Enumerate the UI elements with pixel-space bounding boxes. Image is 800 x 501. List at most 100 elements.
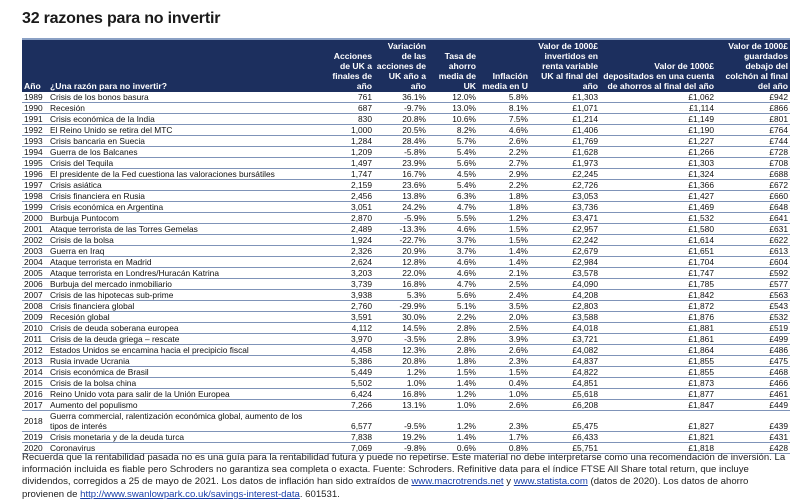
cell-savings-rate: 4.6% — [428, 267, 478, 279]
cell-equity-value: £2,245 — [530, 168, 600, 180]
cell-inflation: 2.2% — [478, 146, 530, 158]
cell-uk-shares: 2,870 — [320, 212, 374, 224]
table-row: 2008 Crisis financiera global 2,760 -29.9% 5… — [22, 300, 790, 312]
cell-inflation: 2.0% — [478, 311, 530, 323]
cell-equity-value: £1,973 — [530, 157, 600, 169]
cell-shares-change: -9.5% — [374, 410, 428, 432]
cell-reason: Crisis de los bonos basura — [48, 92, 320, 103]
cell-uk-shares: 2,760 — [320, 300, 374, 312]
cell-equity-value: £4,822 — [530, 366, 600, 378]
cell-savings-value: £1,227 — [600, 135, 716, 147]
cell-year: 1999 — [22, 201, 48, 213]
table-row: 1997 Crisis asiática 2,159 23.6% 5.4% 2.2% £2,… — [22, 179, 790, 191]
cell-savings-rate: 4.5% — [428, 168, 478, 180]
cell-uk-shares: 2,456 — [320, 190, 374, 202]
cell-uk-shares: 1,747 — [320, 168, 374, 180]
cell-reason: Crisis de la deuda griega – rescate — [48, 333, 320, 345]
statista-link[interactable]: www.statista.com — [513, 476, 588, 488]
cell-year: 2011 — [22, 333, 48, 345]
cell-savings-value: £1,821 — [600, 431, 716, 443]
cell-year: 1993 — [22, 135, 48, 147]
cell-reason: Aumento del populismo — [48, 399, 320, 411]
cell-reason: Crisis de las hipotecas sub-prime — [48, 289, 320, 301]
cell-savings-rate: 5.4% — [428, 146, 478, 158]
cell-shares-change: 20.5% — [374, 124, 428, 136]
cell-reason: Crisis de la bolsa china — [48, 377, 320, 389]
cell-savings-rate: 1.4% — [428, 431, 478, 443]
reasons-table: Año ¿Una razón para no invertir? Acciones … — [22, 38, 790, 454]
cell-mattress-value: £439 — [716, 410, 790, 432]
cell-uk-shares: 3,938 — [320, 289, 374, 301]
cell-savings-rate: 5.6% — [428, 289, 478, 301]
table-row: 1995 Crisis del Tequila 1,497 23.9% 5.6% 2.7%… — [22, 157, 790, 169]
cell-mattress-value: £660 — [716, 190, 790, 202]
cell-equity-value: £5,751 — [530, 442, 600, 454]
cell-mattress-value: £688 — [716, 168, 790, 180]
table-row: 2004 Ataque terrorista en Madrid 2,624 12.8… — [22, 256, 790, 268]
cell-reason: Reino Unido vota para salir de la Unión … — [48, 388, 320, 400]
table-row: 2000 Burbuja Puntocom 2,870 -5.9% 5.5% 1.2% £3… — [22, 212, 790, 224]
cell-savings-rate: 13.0% — [428, 102, 478, 114]
header-savings-rate: Tasa de ahorro media de UK — [428, 38, 478, 92]
table-row: 2012 Estados Unidos se encamina hacia el … — [22, 344, 790, 356]
cell-reason: Crisis bancaria en Suecia — [48, 135, 320, 147]
cell-reason: Estados Unidos se encamina hacia el prec… — [48, 344, 320, 356]
cell-equity-value: £1,406 — [530, 124, 600, 136]
cell-year: 1996 — [22, 168, 48, 180]
cell-shares-change: -5.9% — [374, 212, 428, 224]
cell-shares-change: -3.5% — [374, 333, 428, 345]
header-equity-value: Valor de 1000£ invertidos en renta varia… — [530, 38, 600, 92]
cell-equity-value: £5,618 — [530, 388, 600, 400]
cell-uk-shares: 1,497 — [320, 157, 374, 169]
cell-mattress-value: £641 — [716, 212, 790, 224]
cell-inflation: 2.5% — [478, 322, 530, 334]
cell-mattress-value: £519 — [716, 322, 790, 334]
cell-uk-shares: 3,739 — [320, 278, 374, 290]
cell-inflation: 1.8% — [478, 190, 530, 202]
cell-shares-change: 24.2% — [374, 201, 428, 213]
table-row: 2016 Reino Unido vota para salir de la Un… — [22, 388, 790, 400]
cell-inflation: 1.8% — [478, 201, 530, 213]
table-row: 2005 Ataque terrorista en Londres/Huracán… — [22, 267, 790, 279]
cell-reason: Guerra en Iraq — [48, 245, 320, 257]
cell-year: 1997 — [22, 179, 48, 191]
cell-savings-value: £1,190 — [600, 124, 716, 136]
header-inflation: Inflación media en U — [478, 38, 530, 92]
cell-equity-value: £2,679 — [530, 245, 600, 257]
cell-shares-change: 16.8% — [374, 278, 428, 290]
cell-uk-shares: 2,489 — [320, 223, 374, 235]
cell-uk-shares: 3,970 — [320, 333, 374, 345]
table-row: 2003 Guerra en Iraq 2,326 20.9% 3.7% 1.4% £2,6… — [22, 245, 790, 257]
cell-mattress-value: £622 — [716, 234, 790, 246]
cell-savings-value: £1,818 — [600, 442, 716, 454]
cell-inflation: 1.4% — [478, 245, 530, 257]
cell-year: 1994 — [22, 146, 48, 158]
cell-inflation: 2.3% — [478, 410, 530, 432]
cell-shares-change: 1.0% — [374, 377, 428, 389]
table-row: 2014 Crisis económica de Brasil 5,449 1.2% 1… — [22, 366, 790, 378]
cell-uk-shares: 1,924 — [320, 234, 374, 246]
macrotrends-link[interactable]: www.macrotrends.net — [411, 476, 504, 488]
cell-inflation: 2.6% — [478, 135, 530, 147]
cell-savings-value: £1,747 — [600, 267, 716, 279]
cell-mattress-value: £431 — [716, 431, 790, 443]
cell-savings-value: £1,873 — [600, 377, 716, 389]
cell-equity-value: £3,578 — [530, 267, 600, 279]
table-row: 1989 Crisis de los bonos basura 761 36.1% 12… — [22, 92, 790, 103]
cell-savings-rate: 2.8% — [428, 322, 478, 334]
cell-equity-value: £2,984 — [530, 256, 600, 268]
cell-equity-value: £4,090 — [530, 278, 600, 290]
cell-reason: Ataque terrorista de las Torres Gemelas — [48, 223, 320, 235]
cell-inflation: 1.5% — [478, 223, 530, 235]
cell-savings-value: £1,114 — [600, 102, 716, 114]
table-row: 2013 Rusia invade Ucrania 5,386 20.8% 1.8% 2.… — [22, 355, 790, 367]
table-row: 2019 Crisis monetaria y de la deuda turca… — [22, 431, 790, 443]
cell-mattress-value: £543 — [716, 300, 790, 312]
cell-reason: Ataque terrorista en Madrid — [48, 256, 320, 268]
swanlowpark-link[interactable]: http://www.swanlowpark.co.uk/savings-int… — [80, 488, 300, 500]
cell-uk-shares: 687 — [320, 102, 374, 114]
cell-reason: Guerra de los Balcanes — [48, 146, 320, 158]
cell-uk-shares: 1,209 — [320, 146, 374, 158]
cell-year: 1991 — [22, 113, 48, 125]
cell-inflation: 5.8% — [478, 92, 530, 103]
